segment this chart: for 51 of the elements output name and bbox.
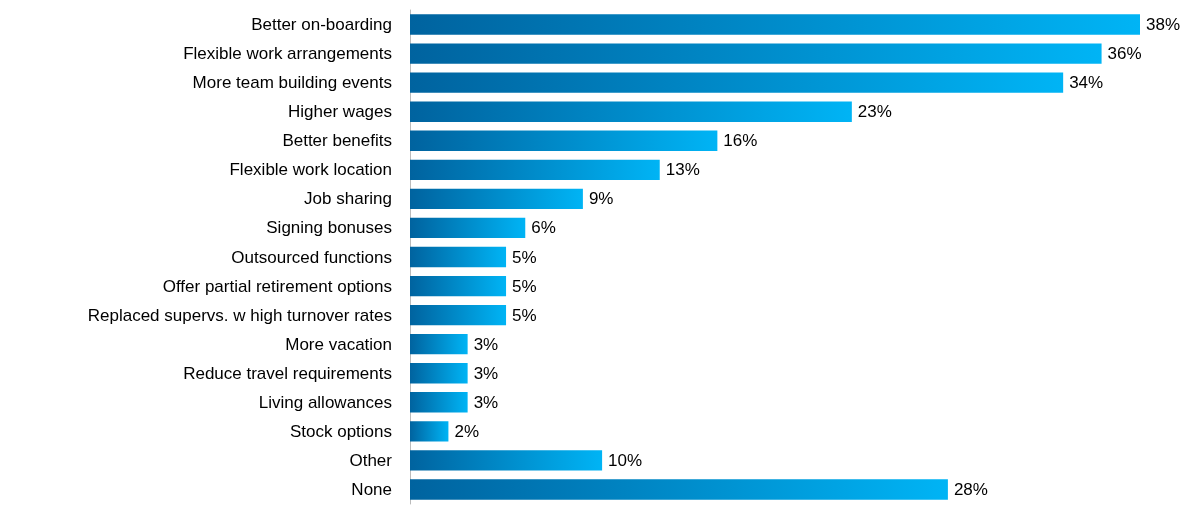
bar — [410, 14, 1140, 35]
y-tick-label: Offer partial retirement options — [162, 276, 392, 296]
bar — [410, 334, 468, 355]
y-tick-label: Living allowances — [258, 392, 392, 412]
y-tick-label: Flexible work location — [229, 160, 392, 180]
bar — [410, 101, 852, 122]
data-label: 28% — [953, 479, 988, 499]
data-label: 3% — [473, 392, 499, 412]
data-label: 5% — [512, 305, 537, 325]
bar — [410, 43, 1102, 64]
data-label: 3% — [473, 363, 499, 383]
y-tick-label: Better on-boarding — [251, 15, 392, 35]
bar — [410, 159, 660, 180]
y-tick-label: Flexible work arrangements — [183, 44, 392, 64]
data-label: 23% — [857, 102, 892, 122]
bar — [410, 479, 948, 500]
data-label: 2% — [454, 421, 479, 441]
y-tick-label: Stock options — [289, 421, 392, 441]
data-label: 16% — [723, 131, 758, 151]
data-label: 9% — [588, 189, 614, 209]
bar — [410, 72, 1064, 93]
bar — [410, 188, 583, 210]
y-tick-label: More team building events — [192, 73, 392, 93]
bar — [410, 450, 603, 471]
data-label: 34% — [1069, 73, 1104, 93]
y-tick-label: More vacation — [285, 334, 392, 354]
data-label: 10% — [608, 450, 643, 470]
y-tick-label: Signing bonuses — [266, 218, 392, 238]
y-tick-label: Replaced supervs. w high turnover rates — [87, 305, 392, 325]
bar — [410, 304, 507, 326]
data-label: 36% — [1107, 44, 1142, 64]
data-label: 6% — [531, 218, 556, 238]
y-tick-label: Outsourced functions — [231, 247, 392, 267]
bar — [410, 363, 468, 384]
data-label: 13% — [665, 160, 700, 180]
bar — [410, 217, 526, 239]
y-tick-label: Job sharing — [304, 189, 392, 209]
data-label: 3% — [473, 334, 499, 354]
data-label: 38% — [1146, 15, 1181, 35]
y-tick-label: Other — [349, 450, 393, 470]
y-tick-label: None — [351, 479, 392, 499]
data-label: 5% — [512, 247, 537, 267]
bar — [410, 130, 718, 151]
y-tick-label: Higher wages — [288, 102, 392, 122]
bar — [410, 275, 507, 297]
bar — [410, 392, 468, 413]
y-tick-label: Reduce travel requirements — [183, 363, 392, 383]
data-label: 5% — [512, 276, 537, 296]
bar — [410, 246, 507, 268]
y-tick-label: Better benefits — [282, 131, 392, 151]
bar — [410, 421, 449, 442]
